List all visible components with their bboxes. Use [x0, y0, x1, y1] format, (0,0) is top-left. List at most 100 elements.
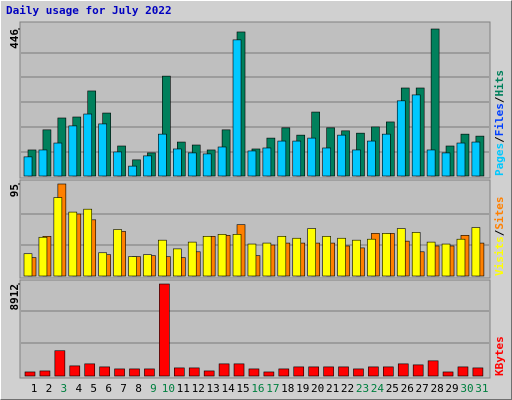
bar: [23, 253, 33, 277]
legend-separator: /: [493, 229, 506, 236]
bar: [457, 366, 469, 377]
x-tick-label: 30: [460, 382, 473, 395]
x-tick-label: 31: [475, 382, 488, 395]
x-tick-label: 27: [416, 382, 429, 395]
bar: [308, 366, 319, 377]
legend-entry: Sites: [493, 197, 506, 230]
legend: Visits/Sites: [493, 197, 506, 277]
bar: [143, 254, 152, 277]
x-tick-label: 21: [326, 382, 339, 395]
legend-entry: KBytes: [493, 336, 506, 376]
bar: [99, 366, 110, 377]
panel-bottom: [19, 279, 491, 379]
bar: [68, 125, 78, 177]
bar: [426, 149, 436, 177]
bar: [23, 156, 33, 177]
bar: [367, 238, 376, 277]
x-tick-label: 13: [207, 382, 220, 395]
bar: [382, 133, 391, 177]
bar: [396, 100, 406, 177]
bar: [471, 227, 481, 277]
bar: [159, 283, 170, 377]
bar: [337, 134, 346, 177]
bar: [293, 366, 305, 377]
bar: [352, 239, 361, 277]
bar: [426, 241, 436, 277]
bar: [188, 367, 200, 377]
bar: [144, 368, 155, 377]
bar: [158, 133, 167, 177]
bar: [368, 366, 379, 377]
x-tick-label: 9: [150, 382, 157, 395]
bar: [129, 368, 140, 377]
y-tick-label: 8912: [8, 284, 21, 311]
x-tick-label: 6: [105, 382, 112, 395]
bar: [38, 236, 48, 277]
x-tick-label: 1: [31, 382, 38, 395]
legend: KBytes: [493, 336, 506, 376]
bar: [128, 256, 137, 277]
x-tick-label: 8: [135, 382, 142, 395]
x-tick-label: 20: [311, 382, 324, 395]
bar: [472, 367, 484, 377]
legend-entry: Hits: [493, 70, 506, 97]
x-tick-label: 17: [266, 382, 279, 395]
x-tick-label: 28: [430, 382, 443, 395]
bar: [187, 241, 197, 277]
bar: [292, 237, 302, 277]
bar: [456, 142, 466, 177]
bar: [143, 155, 152, 177]
legend-separator: /: [493, 96, 506, 103]
bar: [442, 371, 454, 377]
bar: [456, 238, 466, 277]
x-tick-label: 10: [162, 382, 175, 395]
bar: [83, 208, 93, 277]
x-tick-label: 29: [445, 382, 458, 395]
bar: [367, 140, 376, 177]
bar: [187, 152, 197, 177]
x-tick-label: 5: [90, 382, 97, 395]
bar: [322, 147, 331, 177]
bar: [353, 368, 364, 377]
x-tick-label: 12: [192, 382, 205, 395]
x-tick-label: 15: [236, 382, 249, 395]
bar: [233, 363, 245, 377]
bar: [202, 153, 212, 177]
bar: [427, 360, 439, 377]
bar: [84, 363, 96, 377]
bar: [352, 149, 361, 177]
bar: [113, 151, 122, 177]
y-tick-label: 95: [8, 184, 21, 197]
x-tick-label: 22: [341, 382, 354, 395]
bar: [173, 148, 182, 177]
x-tick-label: 3: [61, 382, 68, 395]
bar: [247, 243, 257, 277]
bar: [98, 123, 107, 177]
bar: [248, 368, 260, 377]
bar: [396, 228, 406, 277]
bar: [128, 165, 137, 177]
bar: [322, 235, 331, 277]
bar: [337, 237, 346, 277]
bar: [262, 147, 272, 177]
x-tick-label: 2: [46, 382, 53, 395]
bar: [262, 242, 272, 277]
bar: [278, 368, 290, 377]
x-tick-label: 7: [120, 382, 127, 395]
x-tick-label: 25: [386, 382, 399, 395]
bar: [441, 243, 451, 277]
x-tick-label: 11: [177, 382, 190, 395]
bar: [411, 232, 421, 277]
x-tick-label: 24: [371, 382, 385, 395]
legend-entry: Files: [493, 103, 506, 136]
bar: [217, 146, 227, 177]
legend-separator: /: [493, 136, 506, 143]
bar: [217, 234, 227, 277]
bar: [202, 235, 212, 277]
legend: Pages/Files/Hits: [493, 70, 506, 176]
x-tick-label: 26: [401, 382, 414, 395]
bar: [158, 239, 167, 277]
bar: [411, 94, 421, 177]
